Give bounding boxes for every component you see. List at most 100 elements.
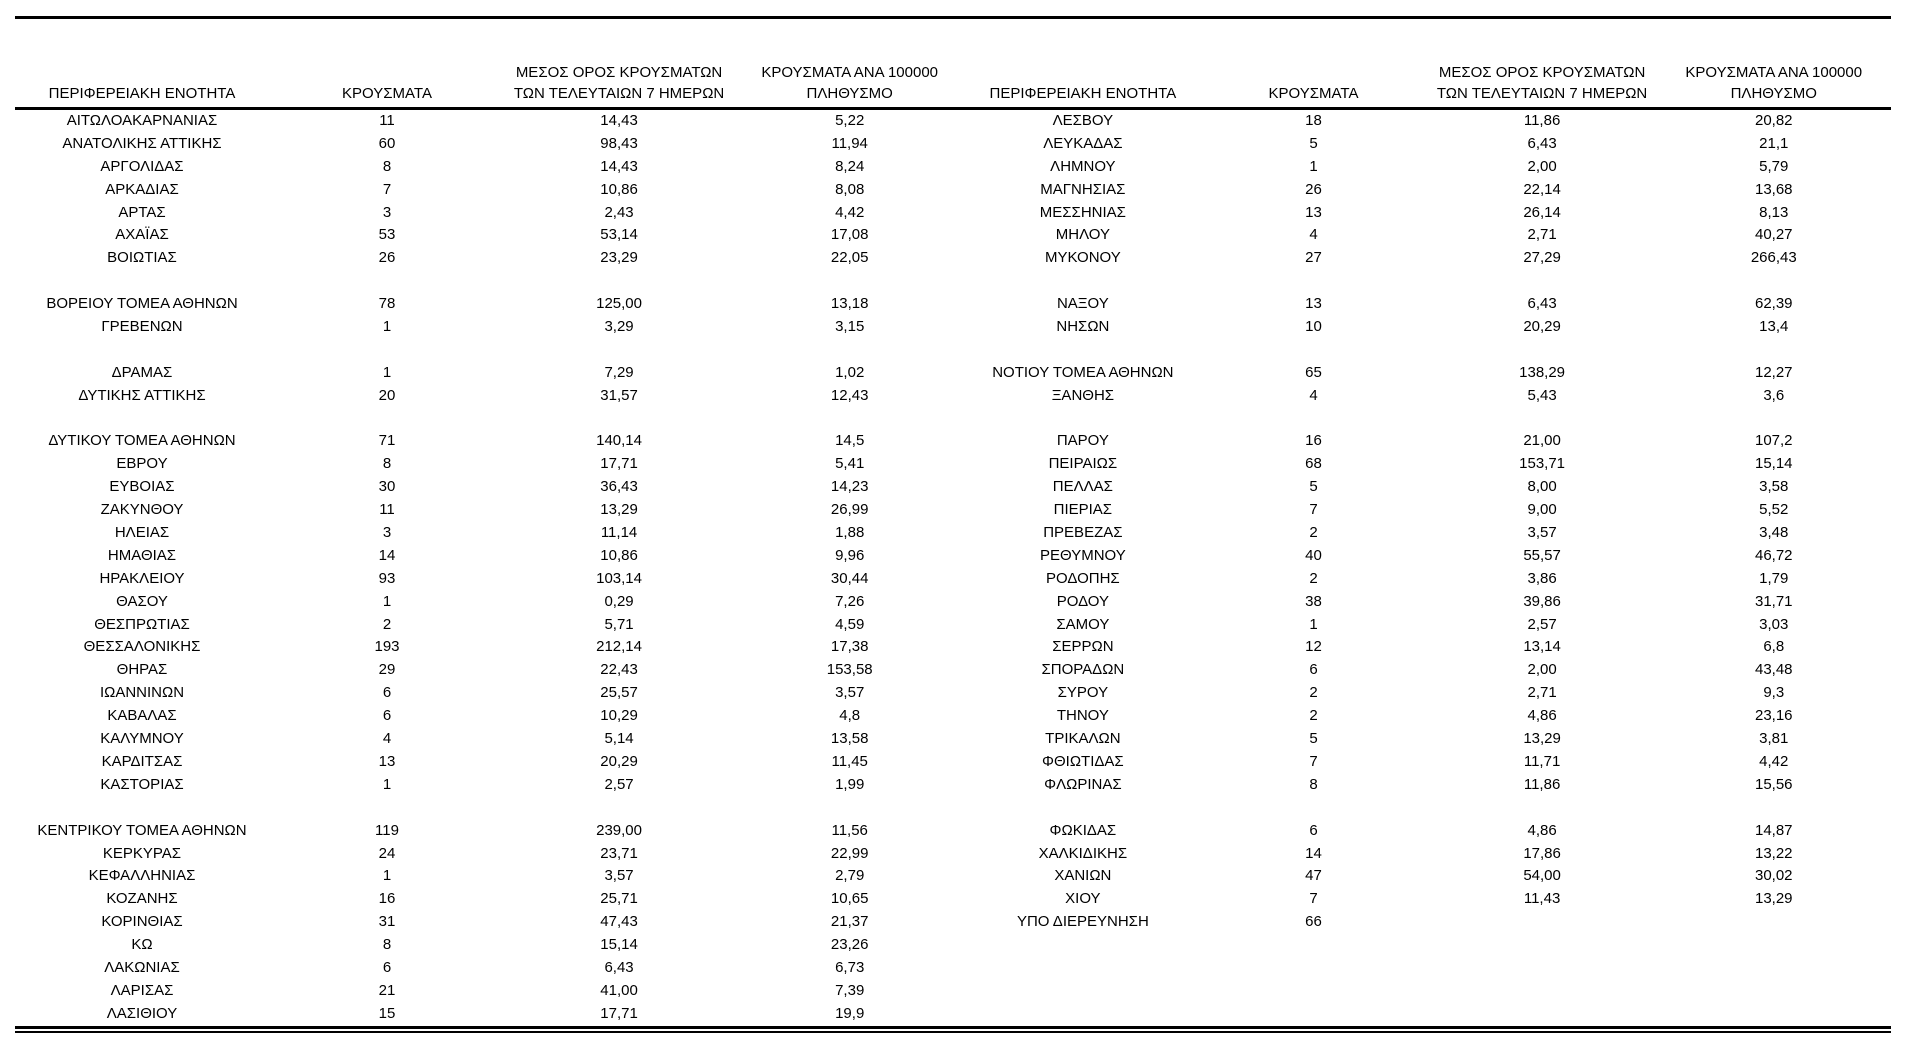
right-cases-cell: 7 bbox=[1309, 752, 1318, 770]
regional-units-table: ΠΕΡΙΦΕΡΕΙΑΚΗ ΕΝΟΤΗΤΑ ΚΡΟΥΣΜΑΤΑ ΜΕΣΟΣ ΟΡΟ… bbox=[15, 16, 1891, 1033]
right-per100k-cell: 266,43 bbox=[1750, 249, 1797, 267]
left-cases-cell: 60 bbox=[378, 134, 396, 152]
table-row: ΑΡΤΑΣ 3 2,43 4,42 ΜΕΣΣΗΝΙΑΣ 13 26,14 8,13 bbox=[15, 202, 1891, 225]
left-avg7-cell: 20,29 bbox=[600, 752, 638, 770]
right-per100k-cell bbox=[1657, 980, 1891, 1003]
right-region-cell: ΤΗΝΟΥ bbox=[1056, 707, 1109, 725]
left-per100k-cell: 17,08 bbox=[830, 226, 869, 244]
right-avg7-cell: 26,14 bbox=[1523, 203, 1561, 221]
right-per100k-cell: 3,6 bbox=[1763, 386, 1785, 404]
table-row: ΚΑΡΔΙΤΣΑΣ 13 20,29 11,45 ΦΘΙΩΤΙΔΑΣ 7 11,71 4,42 bbox=[15, 751, 1891, 774]
left-avg7-cell: 5,14 bbox=[604, 730, 634, 748]
left-per100k-cell: 26,99 bbox=[830, 501, 869, 519]
left-cases-cell: 6 bbox=[382, 707, 392, 725]
table-row: ΙΩΑΝΝΙΝΩΝ 6 25,57 3,57 ΣΥΡΟΥ 2 2,71 9,3 bbox=[15, 682, 1891, 705]
left-region-cell: ΒΟΡΕΙΟΥ ΤΟΜΕΑ ΑΘΗΝΩΝ bbox=[46, 295, 238, 313]
left-per100k-cell: 6,73 bbox=[835, 958, 865, 976]
right-region-cell: ΠΙΕΡΙΑΣ bbox=[1053, 501, 1113, 519]
left-cases-cell: 11 bbox=[379, 501, 395, 519]
right-cases-cell bbox=[1199, 408, 1427, 431]
left-per100k-cell: 13,58 bbox=[830, 730, 869, 748]
left-avg7-cell bbox=[505, 339, 733, 362]
left-per100k-cell: 22,99 bbox=[830, 844, 869, 862]
left-per100k-cell: 30,44 bbox=[830, 569, 869, 587]
table-row: ΘΕΣΠΡΩΤΙΑΣ 2 5,71 4,59 ΣΑΜΟΥ 1 2,57 3,03 bbox=[15, 614, 1891, 637]
right-avg7-cell: 2,00 bbox=[1527, 661, 1557, 679]
left-cases-cell: 8 bbox=[382, 455, 392, 473]
left-per100k-cell bbox=[733, 270, 966, 293]
right-cases-cell: 4 bbox=[1309, 226, 1318, 244]
left-cases-cell: 71 bbox=[378, 432, 396, 450]
right-region-cell: ΦΘΙΩΤΙΔΑΣ bbox=[1042, 752, 1124, 770]
header-per100k-right-line1: ΚΡΟΥΣΜΑΤΑ ΑΝΑ 100000 bbox=[1685, 64, 1863, 81]
right-avg7-cell: 2,71 bbox=[1527, 226, 1557, 244]
left-cases-cell: 15 bbox=[378, 1004, 396, 1022]
right-per100k-cell: 8,13 bbox=[1759, 203, 1789, 221]
left-cases-cell: 1 bbox=[382, 592, 392, 610]
right-region-cell bbox=[966, 339, 1199, 362]
right-region-cell: ΞΑΝΘΗΣ bbox=[1051, 386, 1115, 404]
table-row: ΛΑΡΙΣΑΣ 21 41,00 7,39 bbox=[15, 980, 1891, 1003]
table-row: ΓΡΕΒΕΝΩΝ 1 3,29 3,15 ΝΗΣΩΝ 10 20,29 13,4 bbox=[15, 316, 1891, 339]
left-avg7-cell: 10,29 bbox=[600, 707, 638, 725]
right-cases-cell: 12 bbox=[1305, 638, 1322, 656]
right-region-cell: ΝΑΞΟΥ bbox=[1056, 295, 1109, 313]
right-avg7-cell: 11,86 bbox=[1523, 775, 1561, 793]
right-per100k-cell: 12,27 bbox=[1754, 363, 1793, 381]
right-cases-cell: 5 bbox=[1309, 134, 1318, 152]
left-region-cell: ΛΑΡΙΣΑΣ bbox=[110, 981, 174, 999]
table-row: ΗΡΑΚΛΕΙΟΥ 93 103,14 30,44 ΡΟΔΟΠΗΣ 2 3,86 1,79 bbox=[15, 568, 1891, 591]
table-row bbox=[15, 797, 1891, 820]
right-per100k-cell bbox=[1657, 270, 1891, 293]
right-per100k-cell: 6,8 bbox=[1763, 638, 1785, 656]
left-avg7-cell: 36,43 bbox=[600, 478, 638, 496]
left-region-cell: ΚΕΦΑΛΛΗΝΙΑΣ bbox=[88, 867, 196, 885]
right-cases-cell: 2 bbox=[1309, 684, 1318, 702]
left-per100k-cell: 4,8 bbox=[839, 707, 861, 725]
left-avg7-cell: 212,14 bbox=[596, 638, 642, 656]
left-avg7-cell: 25,57 bbox=[600, 684, 638, 702]
left-cases-cell bbox=[269, 339, 505, 362]
left-cases-cell: 1 bbox=[382, 867, 392, 885]
right-region-cell: ΧΙΟΥ bbox=[1065, 890, 1101, 908]
left-region-cell: ΓΡΕΒΕΝΩΝ bbox=[101, 318, 183, 336]
right-cases-cell: 2 bbox=[1309, 569, 1318, 587]
left-region-cell bbox=[15, 797, 269, 820]
left-per100k-cell: 17,38 bbox=[830, 638, 869, 656]
right-per100k-cell: 14,87 bbox=[1754, 821, 1793, 839]
left-cases-cell: 30 bbox=[378, 478, 396, 496]
right-cases-cell bbox=[1199, 797, 1427, 820]
right-avg7-cell: 2,00 bbox=[1527, 157, 1557, 175]
header-per100k-right: ΚΡΟΥΣΜΑΤΑ ΑΝΑ 100000 ΠΛΗΘΥΣΜΟ bbox=[1657, 62, 1891, 104]
right-avg7-cell: 4,86 bbox=[1527, 707, 1557, 725]
left-cases-cell: 31 bbox=[378, 913, 396, 931]
right-region-cell: ΣΕΡΡΩΝ bbox=[1052, 638, 1114, 656]
right-cases-cell bbox=[1199, 980, 1427, 1003]
right-avg7-cell bbox=[1428, 957, 1657, 980]
right-avg7-cell: 11,86 bbox=[1523, 112, 1561, 129]
left-region-cell: ΑΡΤΑΣ bbox=[118, 203, 166, 221]
left-avg7-cell: 10,86 bbox=[600, 180, 638, 198]
right-per100k-cell: 31,71 bbox=[1754, 592, 1793, 610]
right-per100k-cell: 107,2 bbox=[1754, 432, 1793, 450]
right-avg7-cell bbox=[1428, 797, 1657, 820]
right-per100k-cell bbox=[1657, 934, 1891, 957]
right-per100k-cell: 9,3 bbox=[1763, 684, 1785, 702]
right-per100k-cell: 46,72 bbox=[1754, 546, 1793, 564]
right-cases-cell: 14 bbox=[1305, 844, 1322, 862]
left-per100k-cell: 11,56 bbox=[831, 821, 868, 839]
header-per100k-left: ΚΡΟΥΣΜΑΤΑ ΑΝΑ 100000 ΠΛΗΘΥΣΜΟ bbox=[733, 62, 966, 104]
header-region-right-label: ΠΕΡΙΦΕΡΕΙΑΚΗ ΕΝΟΤΗΤΑ bbox=[989, 85, 1177, 102]
left-cases-cell bbox=[269, 270, 505, 293]
right-region-cell: ΜΕΣΣΗΝΙΑΣ bbox=[1039, 203, 1126, 221]
left-per100k-cell: 21,37 bbox=[830, 913, 869, 931]
left-region-cell: ΗΡΑΚΛΕΙΟΥ bbox=[99, 569, 185, 587]
right-per100k-cell: 15,14 bbox=[1754, 455, 1793, 473]
table-row: ΛΑΣΙΘΙΟΥ 15 17,71 19,9 bbox=[15, 1003, 1891, 1026]
header-avg7-right: ΜΕΣΟΣ ΟΡΟΣ ΚΡΟΥΣΜΑΤΩΝ ΤΩΝ ΤΕΛΕΥΤΑΙΩΝ 7 Η… bbox=[1428, 62, 1657, 104]
right-cases-cell bbox=[1199, 934, 1427, 957]
left-region-cell bbox=[15, 408, 269, 431]
left-cases-cell: 26 bbox=[378, 249, 396, 267]
right-cases-cell: 1 bbox=[1309, 615, 1318, 633]
left-region-cell: ΑΡΚΑΔΙΑΣ bbox=[105, 180, 179, 198]
